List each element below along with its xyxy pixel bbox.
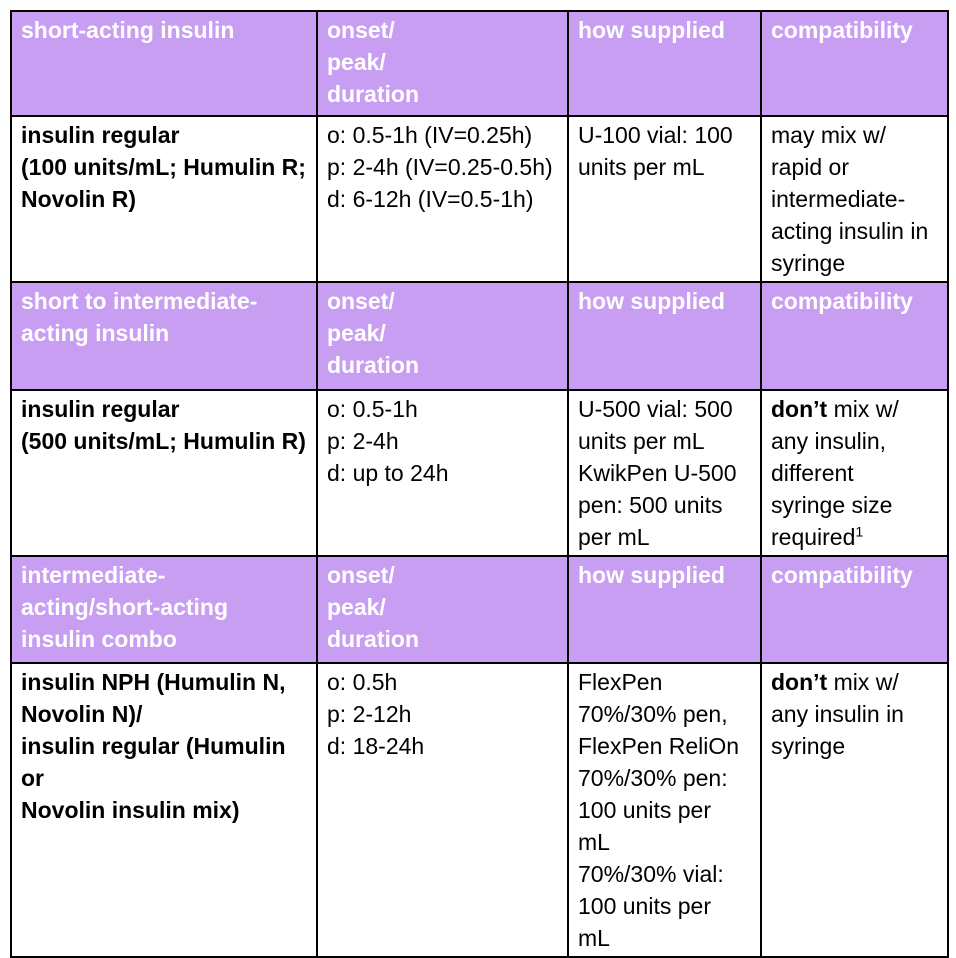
section3-supplied-header: how supplied [567,555,762,664]
section3-timing-header: onset/ peak/ duration [316,555,569,664]
section3-data-row: insulin NPH (Humulin N, Novolin N)/ insu… [10,662,949,958]
section2-timing-header: onset/ peak/ duration [316,281,569,391]
section3-category-header: intermediate- acting/short-acting insuli… [10,555,318,664]
section2-category-header: short to intermediate- acting insulin [10,281,318,391]
section2-compatibility-cell: don’t mix w/ any insulin, different syri… [760,389,949,557]
section1-timing-cell: o: 0.5-1h (IV=0.25h) p: 2-4h (IV=0.25-0.… [316,115,569,283]
compat-text: mix w/ any insulin, different syringe si… [771,396,899,550]
compat-text: mix w/ any insulin in syringe [771,669,904,759]
section3-timing-cell: o: 0.5h p: 2-12h d: 18-24h [316,662,569,958]
compat-bold-text: don’t [771,669,828,695]
section1-header-row: short-acting insulin onset/ peak/ durati… [10,10,949,117]
compat-text: may mix w/ rapid or intermediate- acting… [771,122,929,276]
section2-data-row: insulin regular (500 units/mL; Humulin R… [10,389,949,557]
section2-timing-cell: o: 0.5-1h p: 2-4h d: up to 24h [316,389,569,557]
compat-bold-text: don’t [771,396,828,422]
section2-compatibility-header: compatibility [760,281,949,391]
section3-compatibility-cell: don’t mix w/ any insulin in syringe [760,662,949,958]
section1-data-row: insulin regular (100 units/mL; Humulin R… [10,115,949,283]
section3-compatibility-header: compatibility [760,555,949,664]
section2-drug-name-cell: insulin regular (500 units/mL; Humulin R… [10,389,318,557]
section3-drug-name-cell: insulin NPH (Humulin N, Novolin N)/ insu… [10,662,318,958]
section1-timing-header: onset/ peak/ duration [316,10,569,117]
footnote-marker: 1 [855,524,864,541]
section2-header-row: short to intermediate- acting insulin on… [10,281,949,391]
section1-supplied-header: how supplied [567,10,762,117]
section3-header-row: intermediate- acting/short-acting insuli… [10,555,949,664]
insulin-table: short-acting insulin onset/ peak/ durati… [10,10,949,958]
section1-supplied-cell: U-100 vial: 100 units per mL [567,115,762,283]
section1-drug-name-cell: insulin regular (100 units/mL; Humulin R… [10,115,318,283]
section1-compatibility-header: compatibility [760,10,949,117]
section3-supplied-cell: FlexPen 70%/30% pen, FlexPen ReliOn 70%/… [567,662,762,958]
section1-category-header: short-acting insulin [10,10,318,117]
insulin-comparison-table: short-acting insulin onset/ peak/ durati… [10,10,949,958]
section2-supplied-cell: U-500 vial: 500 units per mL KwikPen U-5… [567,389,762,557]
section1-compatibility-cell: may mix w/ rapid or intermediate- acting… [760,115,949,283]
section2-supplied-header: how supplied [567,281,762,391]
